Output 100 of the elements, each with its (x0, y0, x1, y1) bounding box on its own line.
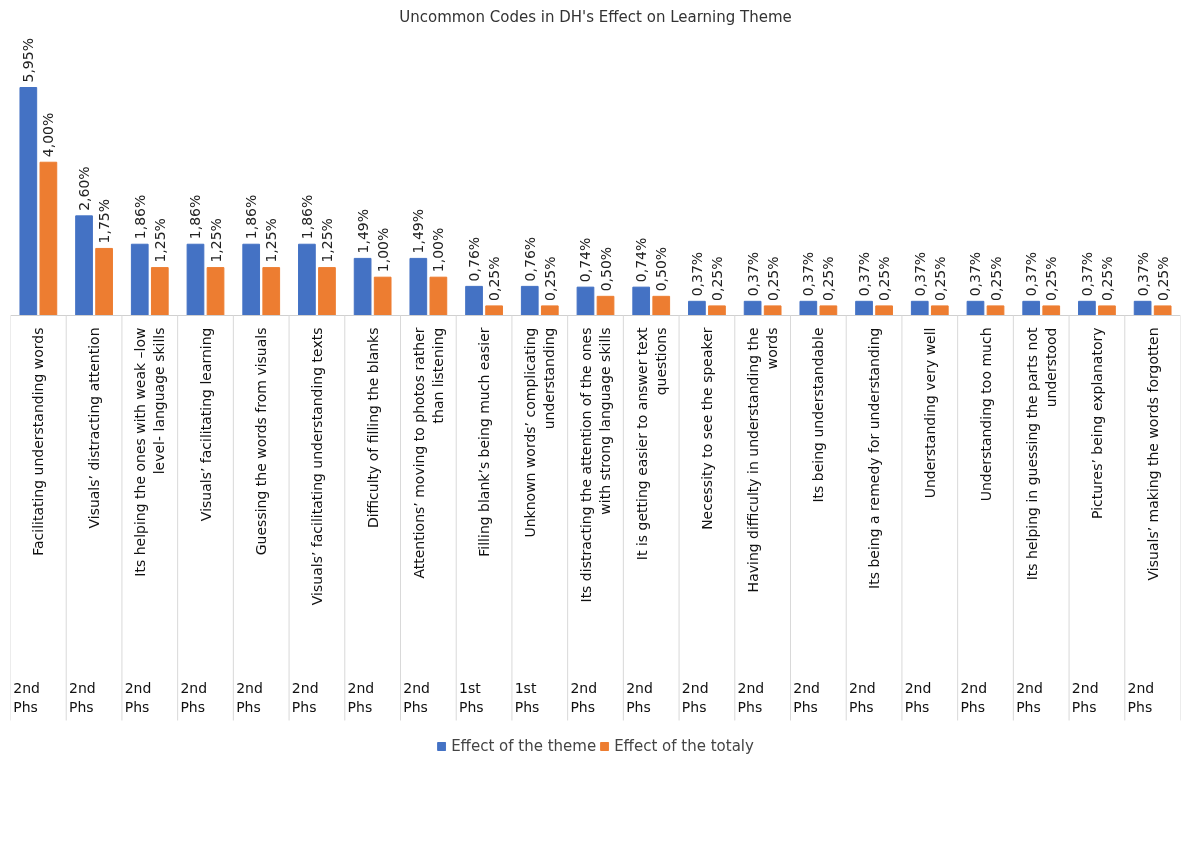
category-label: Difficulty of filling the blanks 2nd Phs (347, 327, 381, 716)
bar (409, 257, 428, 316)
category-label: Filling blank’s being much easier 1st Phs (459, 327, 493, 716)
data-label: 1,25% (207, 218, 224, 263)
category-label: Its distracting the attention of the ones with strong language skills 2nd Phs (570, 327, 614, 716)
bar (465, 285, 483, 316)
data-label: 0,37% (1134, 251, 1151, 297)
bar (1153, 305, 1172, 316)
category-label: Visuals’ facilitating understanding texts 2nd Phs (291, 327, 325, 716)
bar (986, 305, 1005, 316)
bar (150, 267, 169, 316)
category-label: Facilitating understanding words 2nd Phs (13, 327, 47, 716)
bar (130, 243, 149, 316)
data-label: 5,95% (20, 38, 37, 83)
data-label: 1,86% (131, 194, 148, 240)
bar (19, 87, 38, 316)
category-label: Its being a remedy for understanding 2nd Phs (849, 327, 883, 716)
bar (520, 285, 539, 316)
bar (540, 305, 559, 316)
bar (1042, 305, 1061, 316)
bar (799, 300, 818, 316)
data-label: 0,74% (633, 237, 650, 283)
category-label: Necessity to see the speaker 2nd Phs (681, 327, 715, 716)
bar (95, 247, 113, 316)
data-label: 0,37% (1023, 251, 1040, 297)
bar (688, 300, 706, 316)
data-label: 0,74% (577, 237, 594, 283)
category-label: Visuals’ distracting attention 2nd Phs (69, 327, 103, 716)
data-label: 1,75% (96, 198, 113, 244)
bar (632, 286, 651, 316)
bar (763, 305, 782, 316)
data-label: 0,25% (1098, 256, 1115, 301)
data-label: 1,49% (410, 208, 427, 254)
category-label: Its helping the ones with weak –low level- language skills 2nd Phs (124, 327, 168, 716)
data-label: 1,25% (318, 218, 335, 263)
bar (930, 305, 949, 316)
data-label: 0,25% (1154, 256, 1171, 301)
category-label: Understanding too much 2nd Phs (960, 327, 994, 716)
bar (39, 161, 58, 316)
bar (242, 243, 261, 316)
bar (966, 300, 985, 316)
legend-label: Effect of the theme (451, 737, 597, 755)
data-label: 0,25% (541, 256, 558, 301)
legend-label: Effect of the totaly (614, 737, 754, 755)
bar (652, 295, 671, 316)
bar (75, 215, 93, 316)
data-label: 0,37% (967, 251, 984, 297)
bar (910, 300, 929, 316)
data-label: 0,50% (597, 246, 614, 292)
bar (485, 305, 503, 316)
data-label: 1,86% (187, 194, 204, 240)
data-label: 0,76% (521, 236, 538, 282)
data-label: 0,25% (486, 256, 503, 301)
category-label: Its being understandable 2nd Phs (793, 327, 827, 716)
bar (596, 295, 615, 316)
bar (819, 305, 838, 316)
data-label: 1,86% (243, 194, 260, 240)
bar (1022, 300, 1041, 316)
chart-title: Uncommon Codes in DH's Effect on Learning Theme (399, 7, 792, 26)
data-label: 2,60% (76, 166, 93, 211)
data-label: 0,25% (820, 256, 837, 301)
data-label: 1,25% (263, 218, 280, 263)
data-label: 1,49% (354, 208, 371, 254)
data-label: 0,37% (1078, 251, 1095, 297)
bar (1078, 300, 1096, 316)
category-label: Guessing the words from visuals 2nd Phs (236, 327, 270, 716)
category-label: Visuals’ facilitating learning 2nd Phs (180, 327, 214, 716)
bar (429, 276, 448, 316)
data-label: 4,00% (40, 112, 57, 158)
data-label: 1,00% (374, 227, 391, 273)
category-label: Having difficulty in understanding the words 2nd Phs (737, 327, 781, 716)
bar (1133, 300, 1152, 316)
data-label: 0,37% (688, 251, 705, 297)
data-label: 0,37% (856, 251, 873, 297)
data-label: 0,25% (987, 256, 1004, 301)
data-label: 0,25% (764, 256, 781, 301)
data-label: 0,25% (1043, 256, 1060, 301)
data-label: 1,25% (151, 218, 168, 263)
data-label: 0,37% (800, 251, 817, 297)
data-label: 0,25% (931, 256, 948, 301)
bar (743, 300, 762, 316)
bar (353, 257, 372, 316)
bar (318, 267, 336, 316)
data-label: 0,25% (708, 256, 725, 301)
category-label: It is getting easier to answer text questions 2nd Phs (626, 327, 669, 716)
data-label: 0,76% (466, 236, 483, 282)
bar (576, 286, 595, 316)
category-label: Attentions’ moving to photos rather than listening 2nd Phs (403, 327, 446, 716)
bar (1098, 305, 1116, 316)
category-label: Its helping in guessing the parts not understood 2nd Phs (1016, 327, 1059, 716)
bar (298, 243, 316, 316)
data-label: 0,25% (876, 256, 893, 301)
data-label: 0,37% (911, 251, 928, 297)
bar (373, 276, 392, 316)
category-label: Unknown words’ complicating understanding 1st Phs (514, 327, 558, 716)
bar (186, 243, 205, 316)
bar (855, 300, 873, 316)
bar (875, 305, 893, 316)
data-label: 1,00% (430, 227, 447, 273)
bar (262, 267, 281, 316)
